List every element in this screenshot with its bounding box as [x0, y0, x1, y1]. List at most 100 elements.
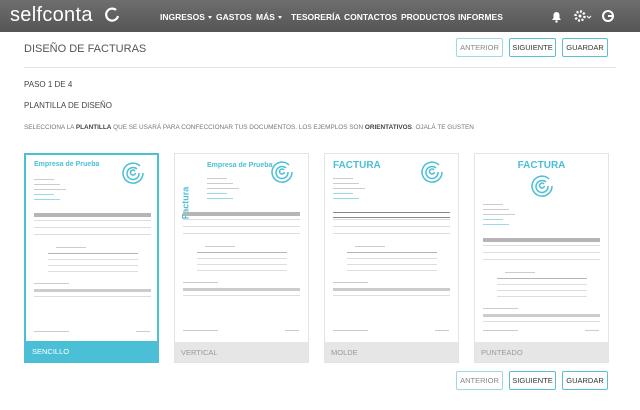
placeholder-line — [333, 183, 359, 185]
placeholder-line — [207, 193, 227, 195]
template-card[interactable]: FACTURA PUNTEADO — [474, 153, 609, 363]
footer-line — [333, 330, 368, 331]
button[interactable]: ANTERIOR — [456, 371, 503, 390]
description-part: QUE SE USARÁ PARA CONFECCIONAR TUS DOCUM… — [111, 124, 365, 131]
summary-row — [497, 284, 587, 285]
description-part: . OJALÁ TE GUSTEN — [411, 124, 474, 131]
footer-line — [34, 331, 69, 332]
template-logo — [271, 161, 293, 183]
template-label: PUNTEADO — [475, 342, 608, 362]
subtitle-line — [355, 246, 385, 248]
summary-row — [197, 252, 287, 253]
summary-row — [497, 296, 587, 297]
template-logo — [531, 175, 553, 197]
summary-row — [48, 271, 138, 272]
template-card[interactable]: Empresa de Prueba SENCILLO — [24, 153, 159, 363]
logo-swirl — [105, 7, 120, 22]
menu-item[interactable]: MÁS — [256, 12, 282, 22]
placeholder-line — [34, 194, 54, 196]
table-row — [34, 220, 151, 221]
placeholder-line — [333, 193, 353, 195]
template-heading: Empresa de Prueba — [34, 161, 100, 168]
table-row — [183, 233, 300, 234]
placeholder-line — [333, 198, 359, 200]
nav-bar: selfconta INGRESOS GASTOS MÁS TESORERÍA CONT… — [0, 0, 640, 32]
menu-item[interactable]: GASTOS — [216, 12, 252, 22]
menu-label: PRODUCTOS — [401, 12, 456, 22]
menu-item[interactable]: INGRESOS — [160, 12, 212, 22]
table-row — [483, 321, 600, 322]
subtitle-line — [333, 282, 368, 284]
placeholder-line — [34, 189, 66, 191]
footer-line — [285, 330, 299, 331]
menu-label: CONTACTOS — [344, 12, 398, 22]
menu-item[interactable]: INFORMES — [458, 12, 503, 22]
table-header — [34, 213, 151, 217]
logo[interactable]: selfconta — [10, 4, 93, 26]
template-label: MOLDE — [325, 342, 458, 362]
summary-row — [497, 290, 587, 291]
summary-row — [48, 259, 138, 260]
caret — [277, 16, 282, 20]
menu-item[interactable]: TESORERÍA — [291, 12, 341, 22]
footer-line — [435, 330, 449, 331]
step: PASO 1 DE 4 — [24, 80, 73, 89]
button[interactable]: GUARDAR — [562, 38, 608, 57]
placeholder-line — [34, 179, 54, 181]
footer-line — [483, 330, 518, 331]
button[interactable]: SIGUIENTE — [509, 38, 556, 57]
summary-row — [197, 258, 287, 259]
description-part: ORIENTATIVOS — [364, 124, 412, 131]
menu-label: MÁS — [256, 12, 275, 22]
button[interactable]: SIGUIENTE — [509, 371, 556, 390]
subtitle-line — [34, 283, 69, 285]
subtitle-line — [483, 308, 518, 310]
footer-line — [136, 331, 150, 332]
summary-row — [497, 278, 587, 279]
table-row — [34, 296, 151, 297]
template-logo — [122, 162, 144, 184]
summary-row — [48, 265, 138, 266]
template-heading: FACTURA — [333, 160, 381, 171]
table-header — [183, 212, 300, 216]
table-row — [333, 233, 450, 234]
placeholder-line — [483, 224, 509, 226]
table-row — [183, 295, 300, 296]
table-header — [333, 288, 450, 291]
placeholder-line — [207, 198, 233, 200]
table-row — [183, 226, 300, 227]
table-row — [333, 295, 450, 296]
placeholder-line — [483, 209, 509, 211]
table-row — [483, 252, 600, 253]
nav-icons[interactable] — [548, 8, 632, 24]
summary-row — [48, 253, 138, 254]
table-header — [483, 238, 600, 242]
table-row — [34, 234, 151, 235]
table-header — [483, 314, 600, 317]
table-header — [34, 289, 151, 292]
table-header — [333, 212, 450, 218]
template-card[interactable]: FACTURA MOLDE — [324, 153, 459, 363]
button[interactable]: ANTERIOR — [456, 38, 503, 57]
menu-item[interactable]: CONTACTOS — [344, 12, 397, 22]
placeholder-line — [34, 199, 60, 201]
divider — [24, 67, 616, 68]
menu-label: GASTOS — [216, 12, 252, 22]
placeholder-line — [483, 219, 503, 221]
template-label: SENCILLO — [26, 341, 157, 361]
placeholder-line — [207, 178, 227, 180]
placeholder-line — [207, 183, 233, 185]
subtitle-line — [56, 247, 86, 249]
subtitle-line — [183, 282, 218, 284]
summary-row — [197, 264, 287, 265]
template-card[interactable]: Empresa de Prueba Factura VERTICAL — [174, 153, 309, 363]
menu-item[interactable]: PRODUCTOS — [401, 12, 455, 22]
page-title: DISEÑO DE FACTURAS — [24, 43, 147, 55]
button[interactable]: GUARDAR — [562, 371, 608, 390]
placeholder-line — [34, 184, 60, 186]
subtitle-line — [505, 272, 535, 274]
placeholder-line — [483, 214, 515, 216]
table-row — [483, 259, 600, 260]
menu-label: INFORMES — [458, 12, 503, 22]
summary-row — [197, 270, 287, 271]
